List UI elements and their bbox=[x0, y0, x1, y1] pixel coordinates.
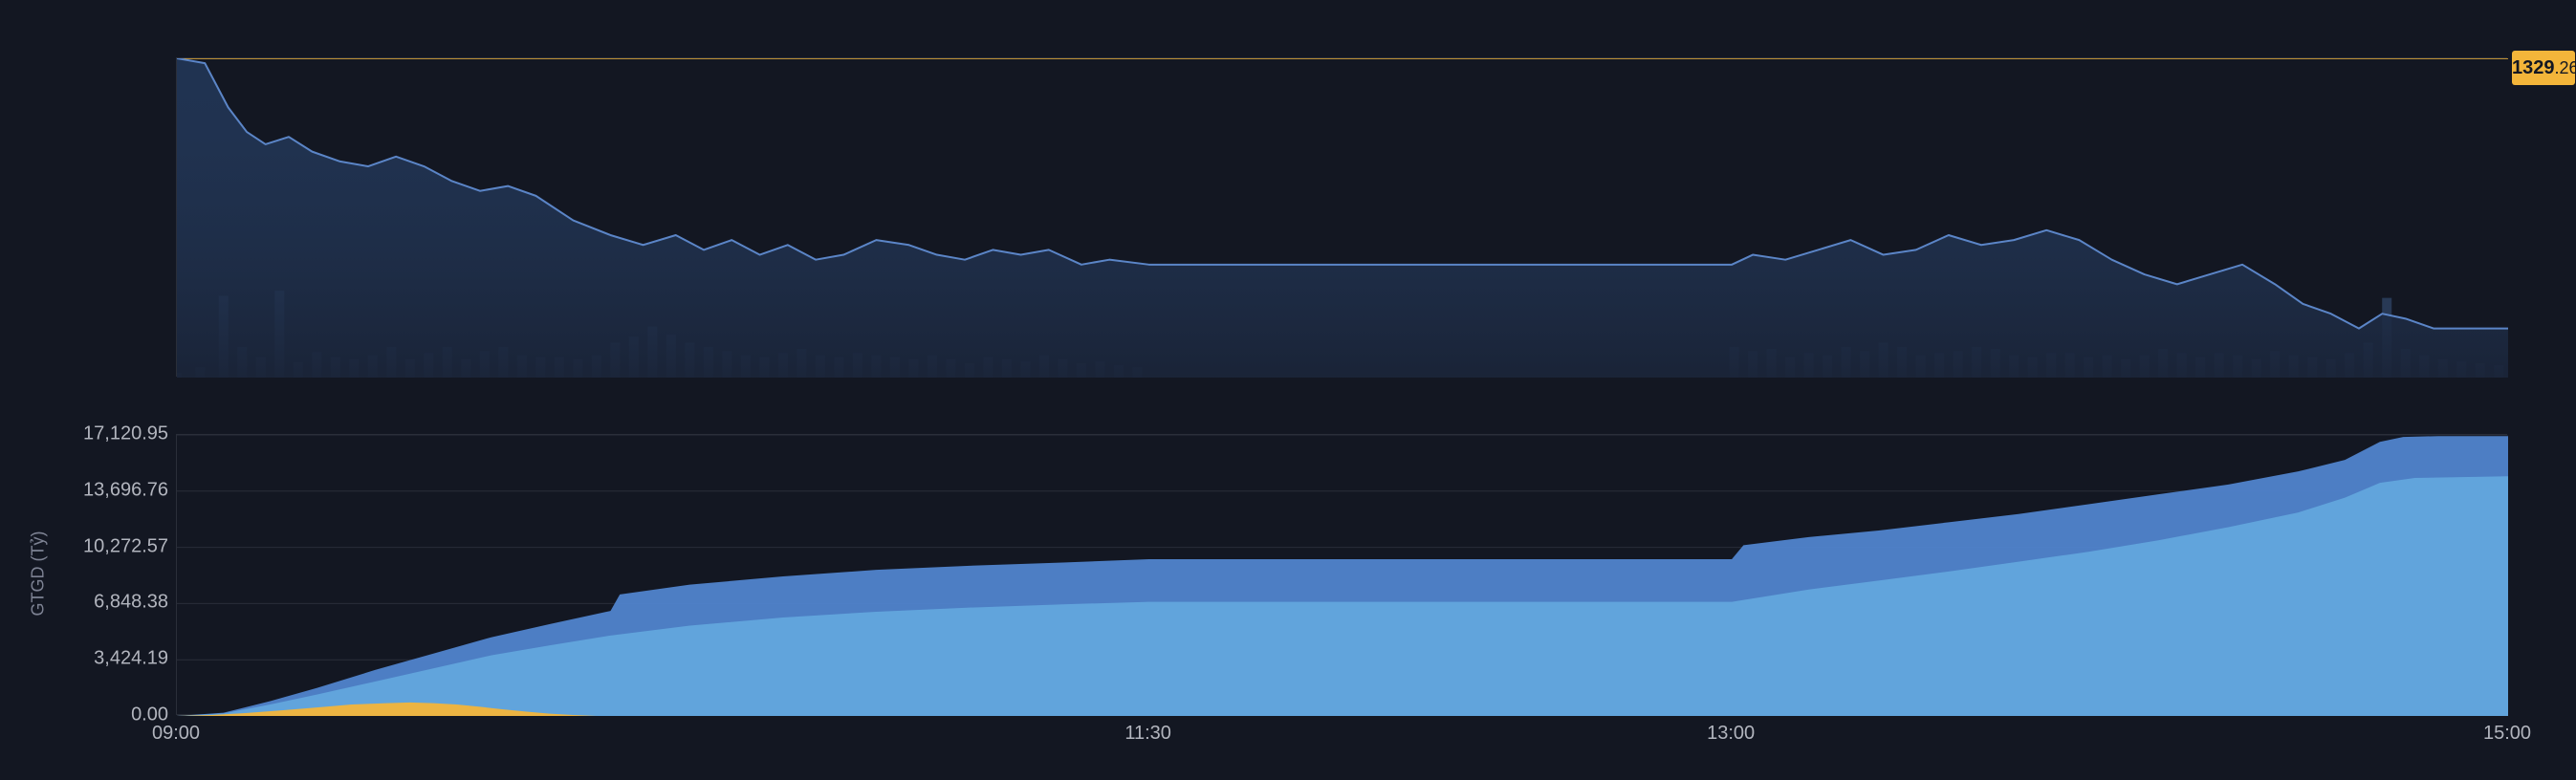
x-tick-label: 15:00 bbox=[2450, 723, 2565, 745]
volume-area-panel[interactable] bbox=[176, 434, 2507, 715]
y-tick-label: 17,120.95 bbox=[61, 423, 168, 445]
y-tick-label: 13,696.76 bbox=[61, 479, 168, 501]
last-price-int: 1329 bbox=[2512, 57, 2555, 78]
last-price-badge: 1329.26 bbox=[2512, 51, 2575, 85]
x-tick-label: 09:00 bbox=[119, 723, 233, 745]
price-chart-svg bbox=[177, 58, 2508, 378]
volume-area-svg bbox=[177, 435, 2508, 716]
x-tick-label: 11:30 bbox=[1091, 723, 1206, 745]
bottom-y-axis-label: GTGD (Tỷ) bbox=[29, 531, 49, 617]
chart-page: 1329.26 GTGD (Tỷ) 0.003,424.196,848.3810… bbox=[0, 0, 2576, 780]
x-tick-label: 13:00 bbox=[1673, 723, 1788, 745]
last-price-dec: .26 bbox=[2555, 58, 2576, 77]
price-chart-panel[interactable] bbox=[176, 57, 2507, 377]
y-tick-label: 10,272.57 bbox=[61, 535, 168, 557]
y-tick-label: 6,848.38 bbox=[61, 592, 168, 614]
y-tick-label: 3,424.19 bbox=[61, 648, 168, 670]
